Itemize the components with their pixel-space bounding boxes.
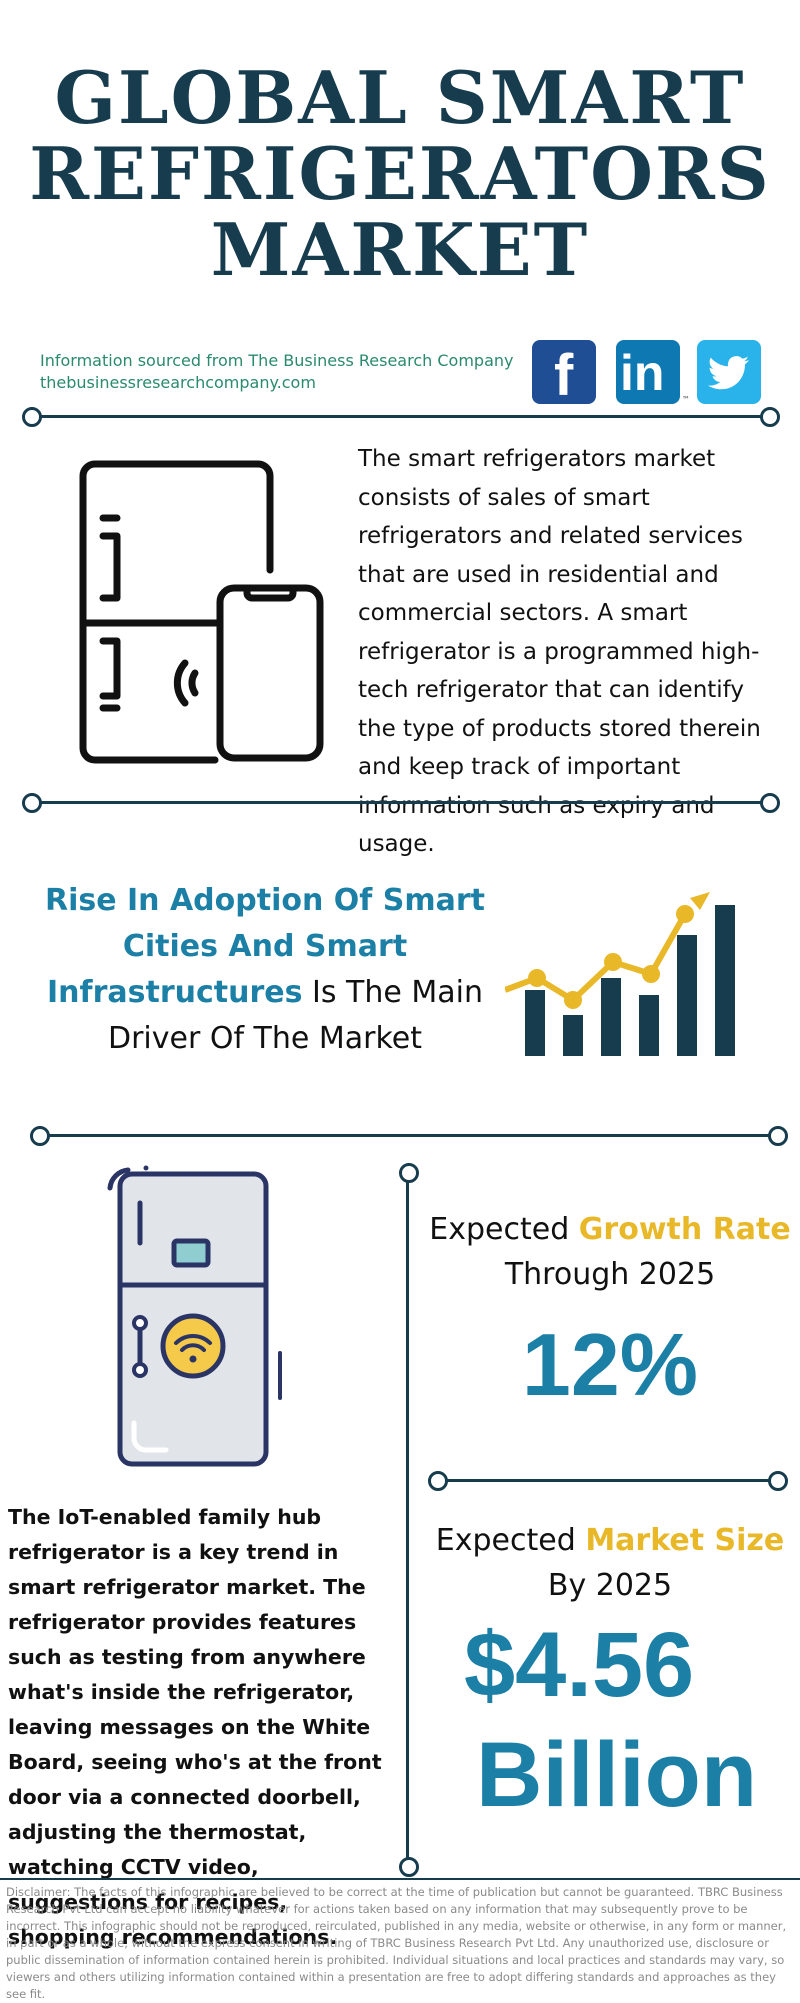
market-driver: Rise In Adoption Of Smart Cities And Sma… [40, 878, 490, 1062]
bar-chart-growth-icon [505, 892, 735, 1056]
driver-highlight: Rise In Adoption Of Smart Cities And Sma… [44, 883, 486, 1010]
market-description: The smart refrigerators market consists … [358, 446, 761, 857]
vertical-divider-endcap-top [399, 1163, 419, 1183]
market-size-label-highlight: Market Size [585, 1523, 785, 1558]
refrigerator-phone-icon [79, 460, 324, 764]
title-line-3: MARKET [210, 207, 590, 292]
growth-label-highlight: Growth Rate [578, 1212, 791, 1247]
vertical-divider [406, 1172, 409, 1864]
growth-label-prefix: Expected [429, 1212, 579, 1247]
divider-3 [40, 1134, 778, 1137]
market-size-unit: Billion [476, 1724, 758, 1826]
facebook-glyph: f [554, 343, 574, 408]
smart-fridge-wifi-icon [107, 1165, 282, 1467]
growth-label-suffix: Through 2025 [504, 1257, 716, 1292]
source-info: Information sourced from The Business Re… [40, 350, 513, 394]
facebook-icon[interactable]: f [532, 340, 596, 408]
divider-1 [32, 415, 770, 418]
market-size-label: Expected Market Size By 2025 [420, 1518, 800, 1608]
divider-3-endcap-right [768, 1126, 788, 1146]
disclaimer: Disclaimer: The facts of this infographi… [6, 1885, 787, 2001]
divider-4-endcap-left [428, 1471, 448, 1491]
divider-2 [32, 801, 770, 804]
title-line-1: GLOBAL SMART [54, 55, 746, 140]
linkedin-tm: ™ [682, 395, 690, 404]
driver-rest: Is The Main Driver Of The Market [107, 975, 483, 1056]
divider-4-endcap-right [768, 1471, 788, 1491]
disclaimer-divider [0, 1878, 800, 1880]
market-size-label-prefix: Expected [435, 1523, 586, 1558]
divider-2-endcap-left [22, 793, 42, 813]
market-size-value: $4.56 Billion [440, 1610, 770, 1830]
divider-1-endcap-right [760, 407, 780, 427]
twitter-bird-icon [708, 356, 749, 390]
key-trend: The IoT-enabled family hub refrigerator … [8, 1505, 382, 1949]
source-line: Information sourced from The Business Re… [40, 351, 514, 370]
market-size-amount: $4.56 [464, 1614, 695, 1716]
source-url[interactable]: thebusinessresearchcompany.com [40, 373, 316, 392]
divider-4 [436, 1479, 776, 1482]
divider-1-endcap-left [22, 407, 42, 427]
page-title: GLOBAL SMART REFRIGERATORS MARKET [0, 60, 800, 288]
vertical-divider-endcap-bottom [399, 1857, 419, 1877]
divider-3-endcap-left [30, 1126, 50, 1146]
linkedin-glyph: in [620, 345, 665, 401]
growth-rate-value: 12% [521, 1315, 699, 1414]
title-line-2: REFRIGERATORS [29, 131, 771, 216]
divider-2-endcap-right [760, 793, 780, 813]
market-size-label-suffix: By 2025 [547, 1568, 673, 1603]
linkedin-icon[interactable]: in ™ [616, 340, 690, 404]
twitter-icon[interactable] [697, 340, 761, 404]
growth-rate-label: Expected Growth Rate Through 2025 [420, 1207, 800, 1297]
